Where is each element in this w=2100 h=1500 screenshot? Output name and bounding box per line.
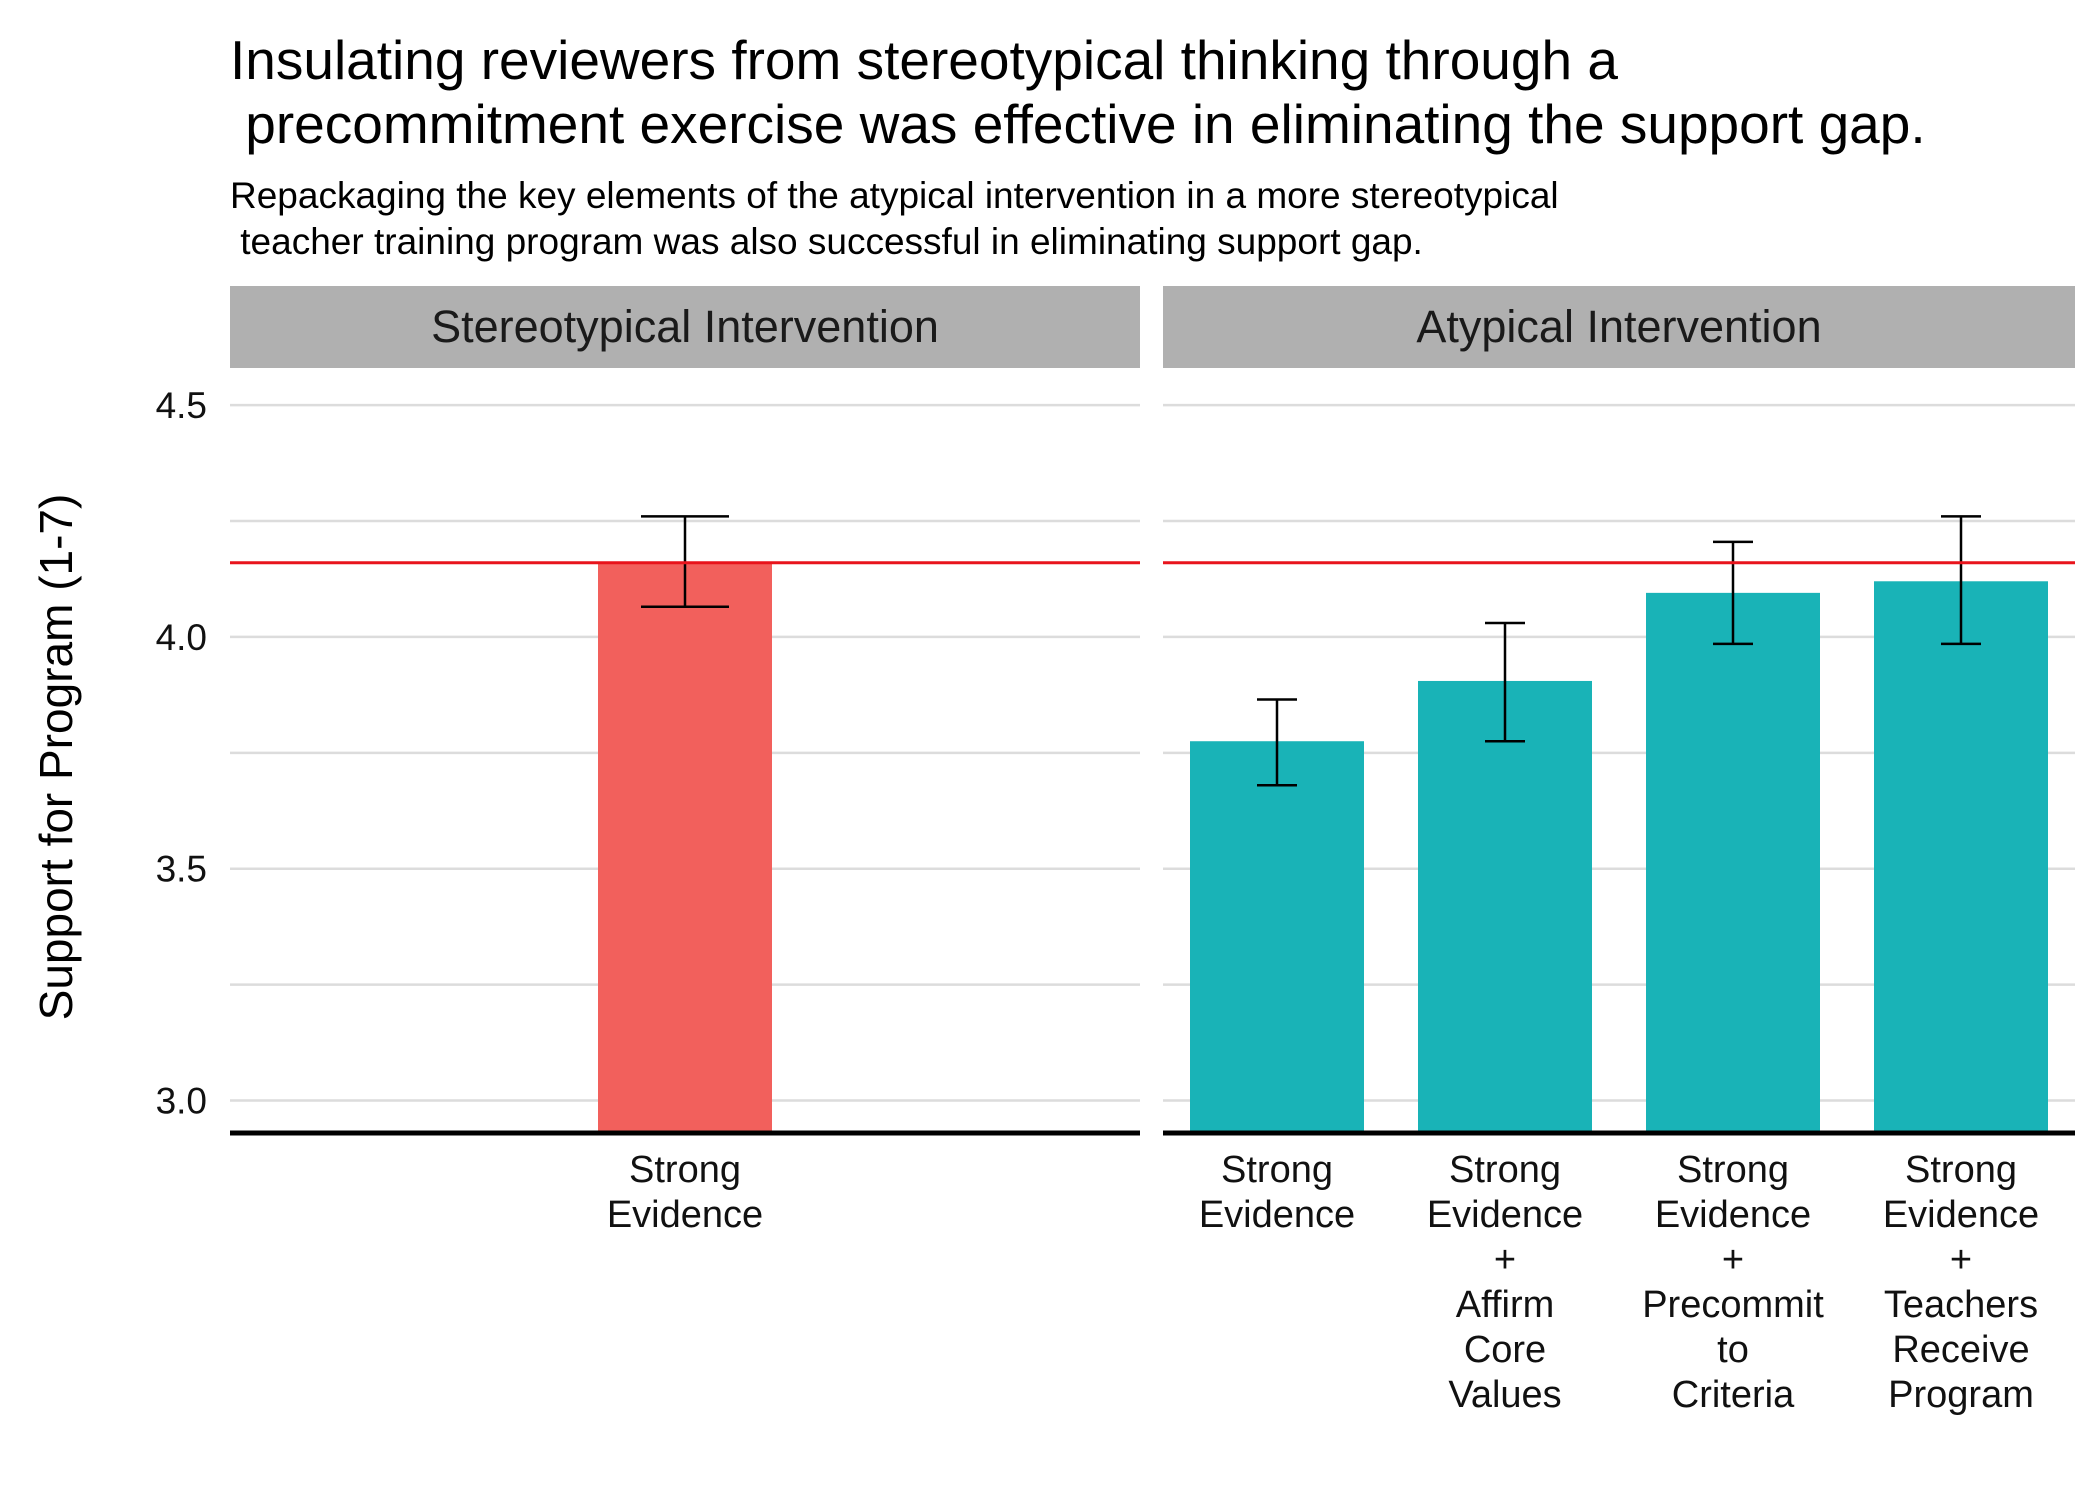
bar (1190, 741, 1364, 1133)
y-tick-label: 4.5 (156, 385, 207, 426)
x-tick-label: Strong Evidence + Affirm Core Values (1427, 1149, 1583, 1416)
bar (1418, 680, 1592, 1133)
panel-strip-label: Stereotypical Intervention (431, 301, 939, 352)
x-tick-label: Strong Evidence + Teachers Receive Program (1883, 1149, 2039, 1416)
bar (1646, 592, 1820, 1133)
y-tick-label: 3.0 (156, 1081, 207, 1122)
bar (598, 562, 772, 1133)
panel-strip-label: Atypical Intervention (1416, 301, 1821, 352)
x-tick-label: Strong Evidence (1199, 1149, 1355, 1236)
chart-subtitle: Repackaging the key elements of the atyp… (230, 175, 1559, 262)
panel-strip (230, 286, 1140, 368)
panel-strip (1163, 286, 2075, 368)
y-axis-label: Support for Program (1-7) (30, 494, 82, 1021)
x-tick-label: Strong Evidence (607, 1149, 763, 1236)
y-tick-label: 4.0 (156, 617, 207, 658)
chart-title: Insulating reviewers from stereotypical … (230, 29, 1926, 155)
bar (1874, 581, 2048, 1133)
x-tick-label: Strong Evidence + Precommit to Criteria (1642, 1149, 1824, 1416)
y-tick-label: 3.5 (156, 849, 207, 890)
